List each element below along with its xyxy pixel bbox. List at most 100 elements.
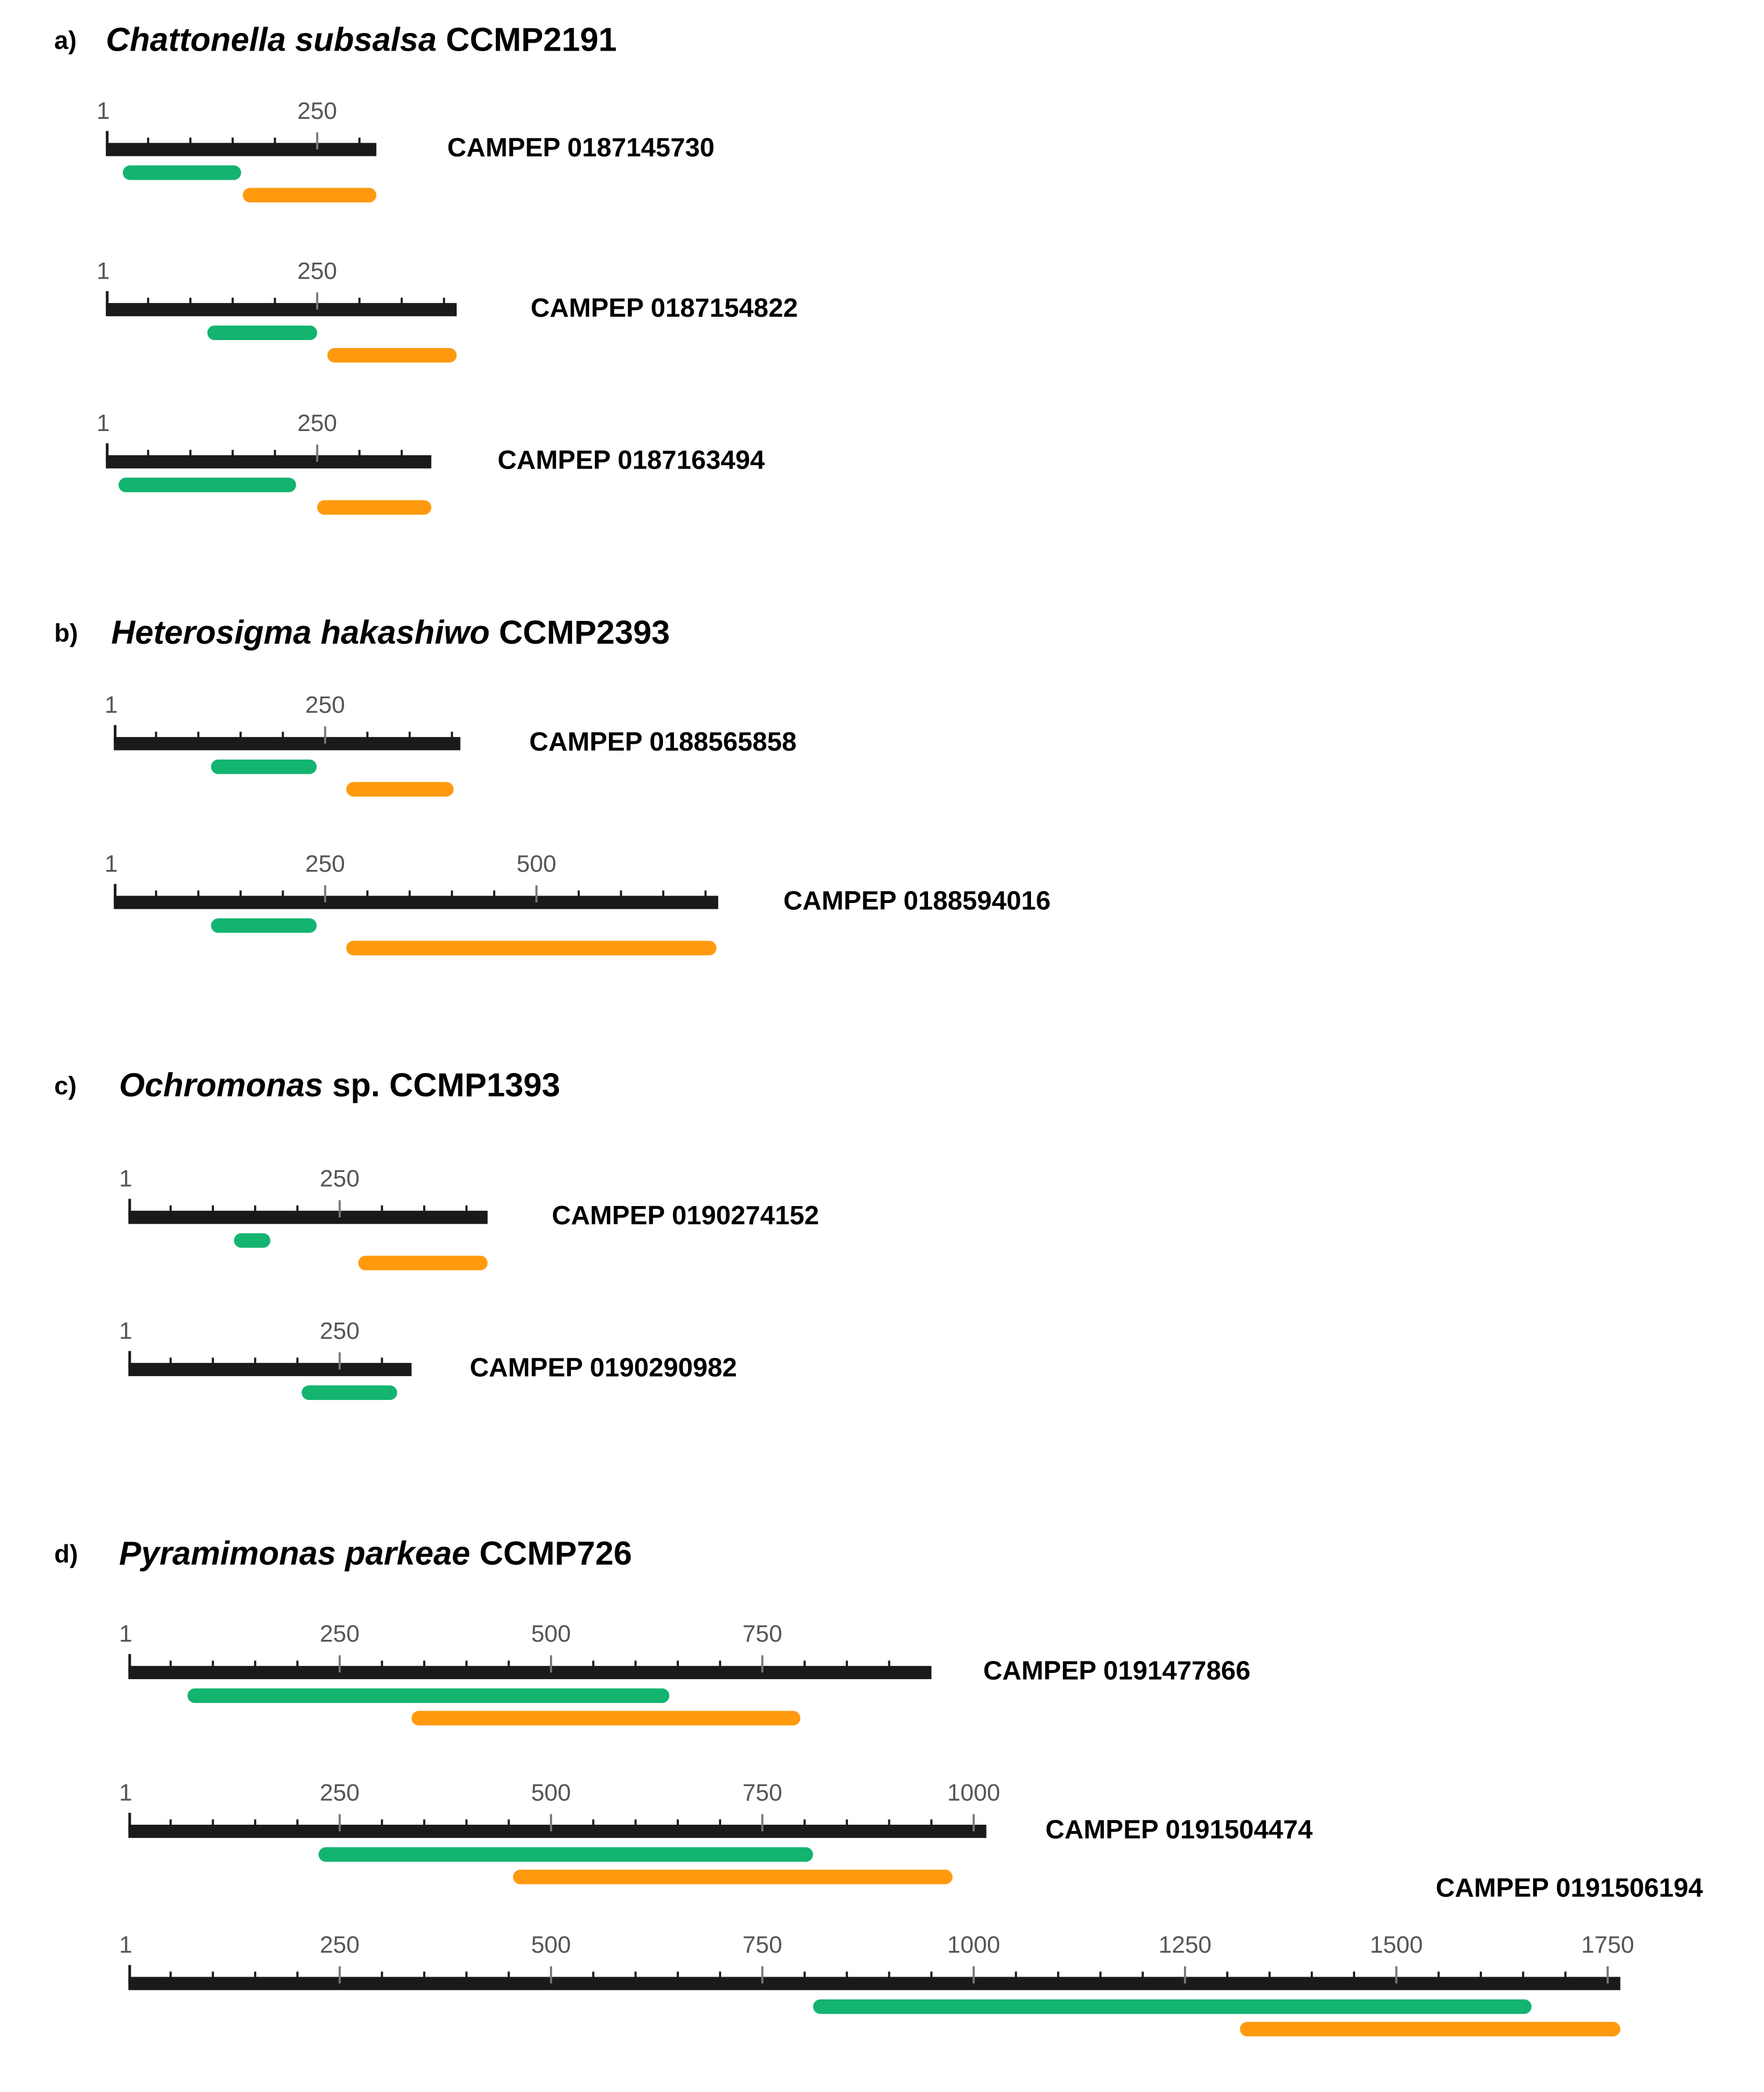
protein-backbone	[106, 303, 457, 317]
axis-minor-tick	[380, 1971, 383, 1984]
axis-minor-tick	[274, 138, 276, 150]
axis-minor-tick	[465, 1660, 468, 1673]
axis-minor-tick	[366, 890, 368, 903]
axis-minor-tick	[169, 1971, 172, 1984]
section-letter: d)	[54, 1540, 78, 1568]
protein-id-label: CAMPEP 0187163494	[498, 445, 765, 474]
axis-major-tick	[324, 726, 326, 744]
tick-label: 250	[320, 1165, 359, 1192]
tick-label: 1000	[947, 1779, 1000, 1805]
axis-minor-tick	[254, 1971, 256, 1984]
tick-label: 750	[743, 1779, 782, 1805]
species-name: Pyramimonas parkeae	[119, 1535, 470, 1572]
green-domain	[187, 1688, 670, 1703]
section-letter: b)	[54, 620, 78, 648]
strain-name: CCMP1393	[380, 1067, 560, 1104]
axis-minor-tick	[197, 890, 200, 903]
protein-backbone	[128, 1977, 1621, 1990]
protein-id-label: CAMPEP 0190290982	[470, 1353, 737, 1382]
tick-label: 250	[297, 257, 337, 284]
axis-minor-tick	[254, 1819, 256, 1832]
axis-minor-tick	[358, 450, 361, 462]
axis-major-tick	[535, 885, 538, 903]
axis-major-tick	[316, 292, 318, 310]
strain-name: CCMP2393	[490, 614, 670, 651]
axis-minor-tick	[634, 1971, 637, 1984]
axis-minor-tick	[408, 731, 411, 744]
tick-label: 250	[297, 97, 337, 124]
axis-minor-tick	[804, 1971, 806, 1984]
axis-major-tick	[550, 1655, 552, 1673]
tick-label: 1	[119, 1779, 132, 1805]
axis-major-tick	[1183, 1966, 1186, 1984]
axis-minor-tick	[296, 1660, 299, 1673]
orange-domain	[411, 1710, 801, 1726]
axis-minor-tick	[296, 1357, 299, 1370]
axis-minor-tick	[634, 1660, 637, 1673]
axis-minor-tick	[634, 1819, 637, 1832]
section-a: a) Chattonella subsalsa CCMP2191 1 250 CAMPE…	[54, 22, 798, 515]
protein-row: 1 250 CAMPEP 0187154822	[97, 257, 798, 363]
axis-minor-tick	[704, 890, 707, 903]
axis-minor-tick	[169, 1357, 172, 1370]
axis-minor-tick	[592, 1819, 595, 1832]
species-name: Ochromonas	[119, 1067, 323, 1104]
axis-minor-tick	[1099, 1971, 1102, 1984]
axis-minor-tick	[677, 1971, 679, 1984]
protein-row: 1 250 CAMPEP 0187163494	[97, 409, 765, 515]
axis-minor-tick	[1353, 1971, 1355, 1984]
green-domain	[813, 1999, 1532, 2014]
green-domain	[207, 325, 317, 341]
axis-minor-tick	[1057, 1971, 1059, 1984]
axis-minor-tick	[846, 1660, 848, 1673]
axis-minor-tick	[155, 731, 158, 744]
protein-backbone	[128, 1211, 488, 1224]
tick-label: 1	[105, 850, 118, 877]
axis-minor-tick	[507, 1971, 510, 1984]
orange-domain	[327, 348, 457, 363]
axis-minor-tick	[231, 297, 234, 310]
protein-row: 1 250 CAMPEP 0190290982	[119, 1317, 737, 1400]
axis-start-tick	[106, 291, 109, 310]
orange-domain	[513, 1870, 953, 1884]
tick-label: 250	[320, 1620, 359, 1647]
axis-minor-tick	[189, 138, 192, 150]
axis-minor-tick	[662, 890, 665, 903]
green-domain	[118, 478, 296, 492]
axis-minor-tick	[1268, 1971, 1271, 1984]
axis-minor-tick	[888, 1819, 891, 1832]
axis-minor-tick	[212, 1205, 214, 1217]
axis-minor-tick	[1310, 1971, 1313, 1984]
tick-label: 250	[305, 850, 345, 877]
tick-label: 750	[743, 1620, 782, 1647]
axis-minor-tick	[169, 1660, 172, 1673]
axis-minor-tick	[450, 731, 453, 744]
axis-minor-tick	[450, 890, 453, 903]
axis-minor-tick	[254, 1357, 256, 1370]
axis-minor-tick	[507, 1819, 510, 1832]
axis-minor-tick	[423, 1660, 425, 1673]
green-domain	[211, 759, 317, 774]
tick-label: 1	[105, 691, 118, 718]
axis-minor-tick	[380, 1660, 383, 1673]
strain-name: CCMP726	[470, 1535, 632, 1572]
species-heading: Pyramimonas parkeae CCMP726	[119, 1535, 632, 1572]
axis-minor-tick	[358, 138, 361, 150]
axis-minor-tick	[358, 297, 361, 310]
tick-label: 1000	[947, 1931, 1000, 1958]
species-name: Heterosigma hakashiwo	[111, 614, 490, 651]
protein-id-label: CAMPEP 0191477866	[983, 1656, 1250, 1685]
axis-minor-tick	[804, 1819, 806, 1832]
axis-major-tick	[338, 1655, 341, 1673]
axis-minor-tick	[169, 1205, 172, 1217]
axis-minor-tick	[254, 1205, 256, 1217]
protein-row: 1 250 500 750 CAMPEP 0191477866	[119, 1620, 1250, 1726]
axis-minor-tick	[1480, 1971, 1482, 1984]
axis-minor-tick	[1437, 1971, 1440, 1984]
axis-major-tick	[972, 1966, 975, 1984]
green-domain	[234, 1233, 271, 1248]
orange-domain	[346, 782, 454, 797]
tick-label: 250	[305, 691, 345, 718]
tick-label: 500	[531, 1931, 571, 1958]
axis-minor-tick	[888, 1971, 891, 1984]
